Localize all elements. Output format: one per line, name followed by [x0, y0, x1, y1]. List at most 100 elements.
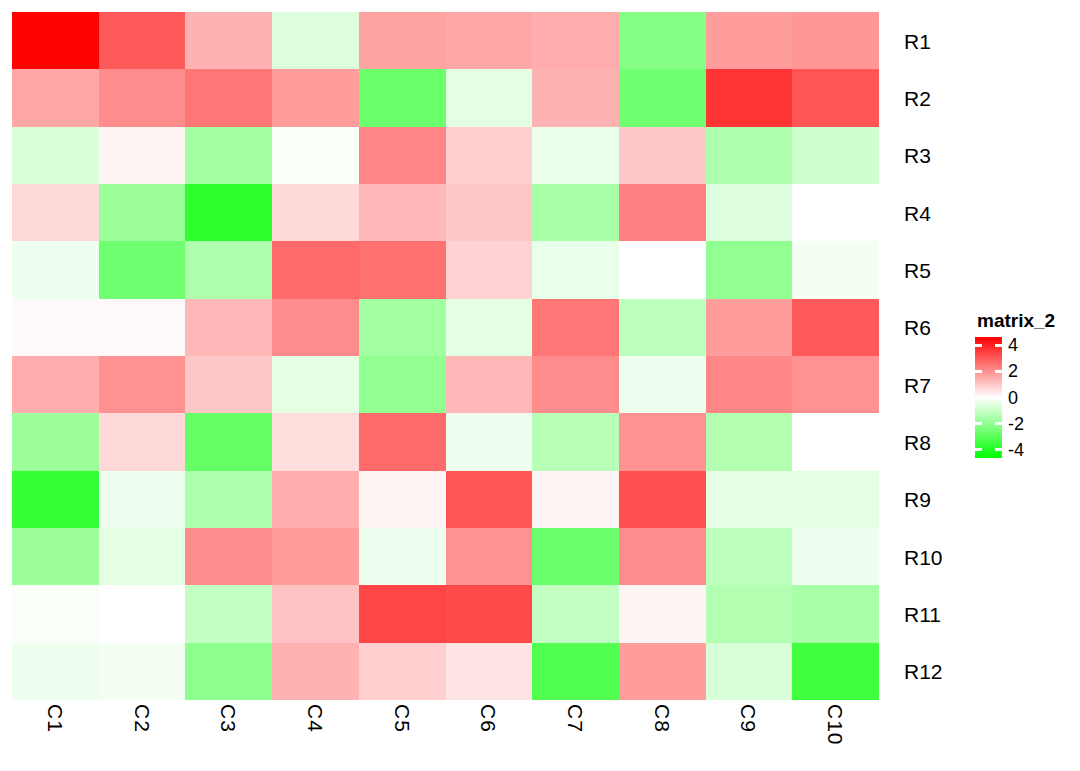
heatmap-cell	[532, 299, 619, 357]
heatmap-cell	[185, 528, 272, 586]
legend-tick-mark	[975, 448, 982, 451]
heatmap-cell	[706, 184, 793, 242]
heatmap-cell	[792, 356, 879, 414]
heatmap-cell	[359, 299, 446, 357]
heatmap-cell	[706, 12, 793, 70]
heatmap-cell	[359, 643, 446, 701]
row-label: R3	[904, 145, 931, 166]
heatmap-cell	[446, 127, 533, 185]
heatmap-cell	[446, 299, 533, 357]
column-label: C10	[825, 704, 846, 746]
heatmap-cell	[12, 127, 99, 185]
heatmap-cell	[272, 585, 359, 643]
heatmap-cell	[706, 585, 793, 643]
heatmap-cell	[185, 299, 272, 357]
heatmap-cell	[706, 356, 793, 414]
legend-tick-label: -4	[1008, 441, 1024, 459]
row-label: R6	[904, 317, 931, 338]
heatmap-cell	[12, 528, 99, 586]
heatmap-cell	[185, 643, 272, 701]
heatmap-cell	[792, 184, 879, 242]
column-label: C1	[45, 704, 66, 733]
heatmap-cell	[792, 585, 879, 643]
heatmap-cell	[706, 241, 793, 299]
row-label: R11	[904, 604, 941, 625]
heatmap-cell	[792, 413, 879, 471]
heatmap-cell	[99, 413, 186, 471]
heatmap-cell	[185, 184, 272, 242]
heatmap-cell	[532, 241, 619, 299]
heatmap-cell	[359, 356, 446, 414]
heatmap-cell	[706, 299, 793, 357]
heatmap-cell	[99, 299, 186, 357]
heatmap-cell	[359, 12, 446, 70]
heatmap-cell	[99, 184, 186, 242]
heatmap-cell	[272, 413, 359, 471]
legend-tick-label: 2	[1008, 362, 1018, 380]
heatmap-cell	[12, 643, 99, 701]
heatmap-cell	[99, 643, 186, 701]
heatmap-cell	[619, 585, 706, 643]
legend-tick-mark	[995, 422, 1002, 425]
row-label: R5	[904, 260, 931, 281]
heatmap-cell	[185, 356, 272, 414]
heatmap-cell	[359, 585, 446, 643]
legend-tick-mark	[995, 344, 1002, 347]
heatmap-cell	[12, 356, 99, 414]
heatmap-cell	[359, 528, 446, 586]
heatmap-cell	[619, 413, 706, 471]
heatmap-cell	[272, 299, 359, 357]
heatmap-cell	[185, 585, 272, 643]
heatmap-cell	[272, 356, 359, 414]
heatmap-cell	[532, 643, 619, 701]
row-label: R2	[904, 88, 931, 109]
legend-tick-mark	[975, 396, 982, 399]
heatmap-cell	[619, 471, 706, 529]
heatmap-cell	[619, 299, 706, 357]
heatmap-cell	[272, 69, 359, 127]
heatmap-cell	[706, 69, 793, 127]
column-label: C3	[218, 704, 239, 733]
heatmap-cell	[446, 471, 533, 529]
heatmap-cell	[792, 127, 879, 185]
heatmap-cell	[12, 413, 99, 471]
column-label: C8	[652, 704, 673, 733]
heatmap-cell	[99, 127, 186, 185]
heatmap-cell	[12, 299, 99, 357]
heatmap-cell	[619, 356, 706, 414]
heatmap-cell	[619, 127, 706, 185]
heatmap-cell	[446, 585, 533, 643]
heatmap-figure: R1R2R3R4R5R6R7R8R9R10R11R12 C1C2C3C4C5C6…	[0, 0, 1080, 771]
row-label: R12	[904, 661, 943, 682]
heatmap-cell	[792, 528, 879, 586]
row-label: R10	[904, 546, 943, 567]
heatmap-cell	[359, 471, 446, 529]
column-label: C6	[478, 704, 499, 733]
heatmap-cell	[359, 241, 446, 299]
heatmap-cell	[792, 643, 879, 701]
heatmap-cell	[99, 69, 186, 127]
heatmap-cell	[446, 184, 533, 242]
legend-tick-mark	[995, 396, 1002, 399]
heatmap-cell	[99, 471, 186, 529]
heatmap-cell	[446, 12, 533, 70]
heatmap-cell	[446, 356, 533, 414]
heatmap-cell	[99, 585, 186, 643]
legend-tick-mark	[975, 370, 982, 373]
heatmap-cell	[185, 413, 272, 471]
heatmap-cell	[532, 528, 619, 586]
heatmap-cell	[185, 12, 272, 70]
heatmap-cell	[532, 12, 619, 70]
heatmap-cell	[272, 643, 359, 701]
row-label: R7	[904, 374, 931, 395]
heatmap-cell	[12, 184, 99, 242]
heatmap-cell	[12, 471, 99, 529]
heatmap-cell	[359, 184, 446, 242]
heatmap-cell	[99, 356, 186, 414]
heatmap-cell	[792, 299, 879, 357]
column-label: C4	[305, 704, 326, 733]
heatmap-cell	[12, 241, 99, 299]
heatmap-cell	[99, 12, 186, 70]
heatmap-cell	[619, 184, 706, 242]
column-label: C7	[565, 704, 586, 733]
